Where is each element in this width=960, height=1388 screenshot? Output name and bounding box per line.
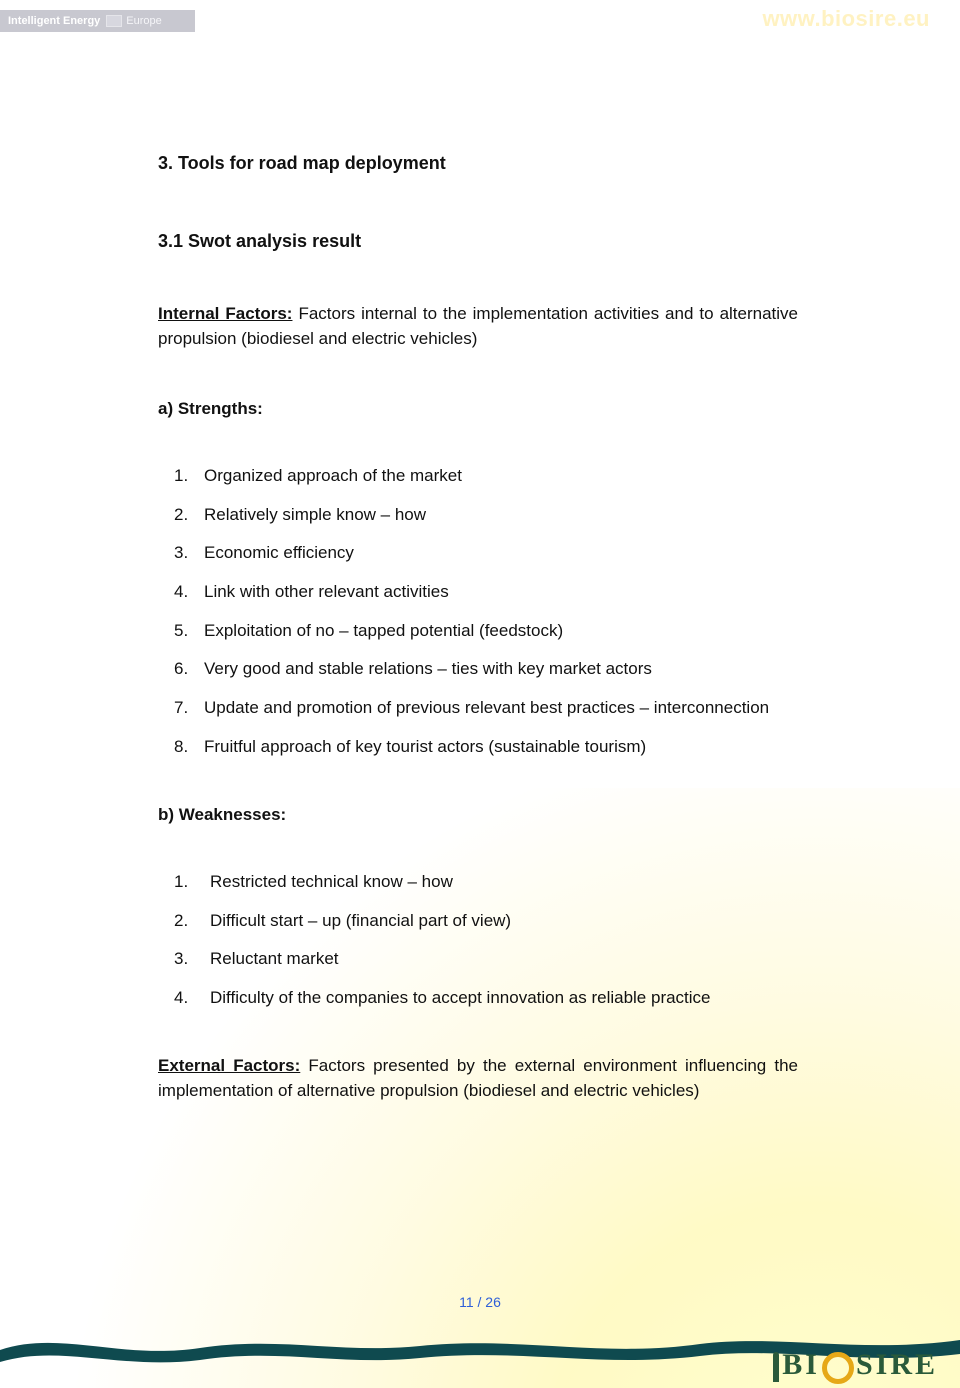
list-item: Difficult start – up (financial part of …	[202, 909, 798, 934]
site-url: www.biosire.eu	[762, 6, 930, 32]
list-item: Relatively simple know – how	[202, 503, 798, 528]
page-number: 11 / 26	[0, 1294, 960, 1310]
list-item: Reluctant market	[202, 947, 798, 972]
page-content: 3. Tools for road map deployment 3.1 Swo…	[158, 150, 798, 1104]
external-factors-label: External Factors:	[158, 1056, 300, 1075]
external-factors-paragraph: External Factors: Factors presented by t…	[158, 1054, 798, 1103]
weaknesses-list: Restricted technical know – how Difficul…	[158, 870, 798, 1011]
internal-factors-paragraph: Internal Factors: Factors internal to th…	[158, 302, 798, 351]
internal-factors-label: Internal Factors:	[158, 304, 292, 323]
list-item: Link with other relevant activities	[202, 580, 798, 605]
logo-text-sire: SIRE	[856, 1348, 938, 1382]
logo-bar-icon	[773, 1352, 779, 1382]
badge-text: Intelligent Energy	[8, 15, 100, 27]
list-item: Exploitation of no – tapped potential (f…	[202, 619, 798, 644]
list-item: Update and promotion of previous relevan…	[202, 696, 798, 721]
weaknesses-heading: b) Weaknesses:	[158, 803, 798, 828]
strengths-list: Organized approach of the market Relativ…	[158, 464, 798, 759]
logo-ring-icon	[822, 1352, 854, 1384]
logo-text-bi: BI	[782, 1348, 820, 1382]
list-item: Restricted technical know – how	[202, 870, 798, 895]
badge-suffix: Europe	[126, 15, 161, 27]
list-item: Fruitful approach of key tourist actors …	[202, 735, 798, 760]
list-item: Economic efficiency	[202, 541, 798, 566]
list-item: Difficulty of the companies to accept in…	[202, 986, 798, 1011]
section-title: 3. Tools for road map deployment	[158, 150, 798, 176]
section-subtitle: 3.1 Swot analysis result	[158, 228, 798, 254]
biosire-logo: BI SIRE	[773, 1348, 938, 1382]
strengths-heading: a) Strengths:	[158, 397, 798, 422]
list-item: Very good and stable relations – ties wi…	[202, 657, 798, 682]
eu-flag-icon	[106, 15, 122, 27]
list-item: Organized approach of the market	[202, 464, 798, 489]
header-badge: Intelligent Energy Europe	[0, 10, 195, 32]
